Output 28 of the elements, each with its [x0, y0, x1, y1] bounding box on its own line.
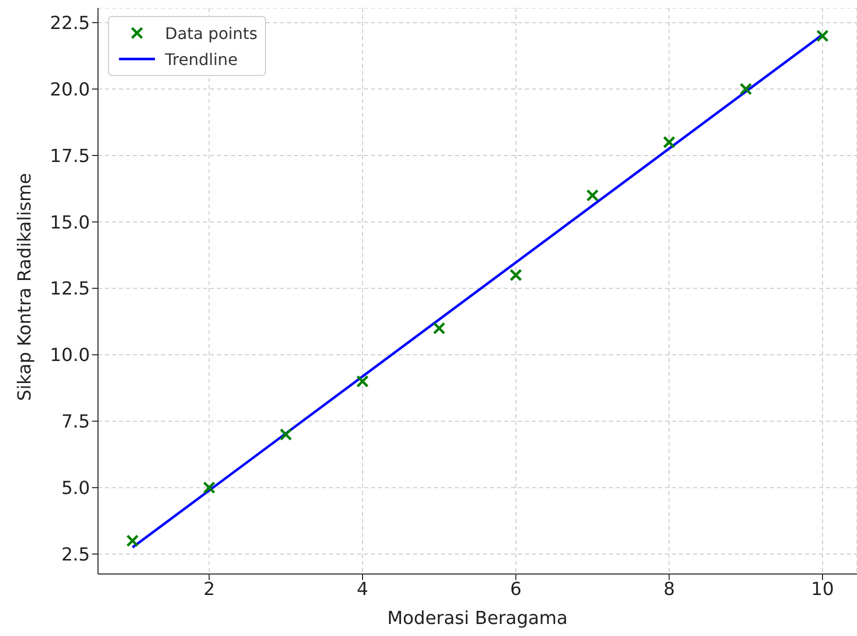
y-tick-label: 17.5	[50, 146, 90, 167]
y-tick-label: 20.0	[50, 79, 90, 100]
x-axis-title: Moderasi Beragama	[387, 608, 568, 629]
point	[510, 268, 522, 282]
y-tick-label: 7.5	[61, 412, 90, 433]
x-tick-label: 10	[811, 578, 834, 600]
legend-label: Trendline	[165, 50, 238, 68]
y-tick-label: 22.5	[50, 13, 90, 34]
point	[280, 428, 292, 441]
x-tick-label: 6	[510, 578, 522, 600]
y-tick-label: 2.5	[61, 544, 90, 566]
point	[202, 481, 216, 494]
y-tick-label: 12.5	[50, 278, 90, 300]
point	[126, 534, 139, 548]
x-tick-label: 8	[663, 578, 675, 600]
legend-label: Data points	[165, 24, 258, 42]
point	[662, 136, 676, 148]
y-axis-title: Sikap Kontra Radikalisme	[14, 173, 36, 401]
point	[432, 322, 446, 334]
point	[816, 30, 829, 42]
point	[356, 375, 369, 388]
y-tick-label: 5.0	[61, 478, 90, 500]
x-tick-label: 2	[203, 578, 215, 600]
point	[586, 189, 599, 202]
y-tick-label: 10.0	[50, 345, 90, 366]
point	[740, 82, 752, 96]
y-tick-label: 15.0	[50, 212, 90, 234]
x-tick-label: 4	[356, 578, 368, 600]
